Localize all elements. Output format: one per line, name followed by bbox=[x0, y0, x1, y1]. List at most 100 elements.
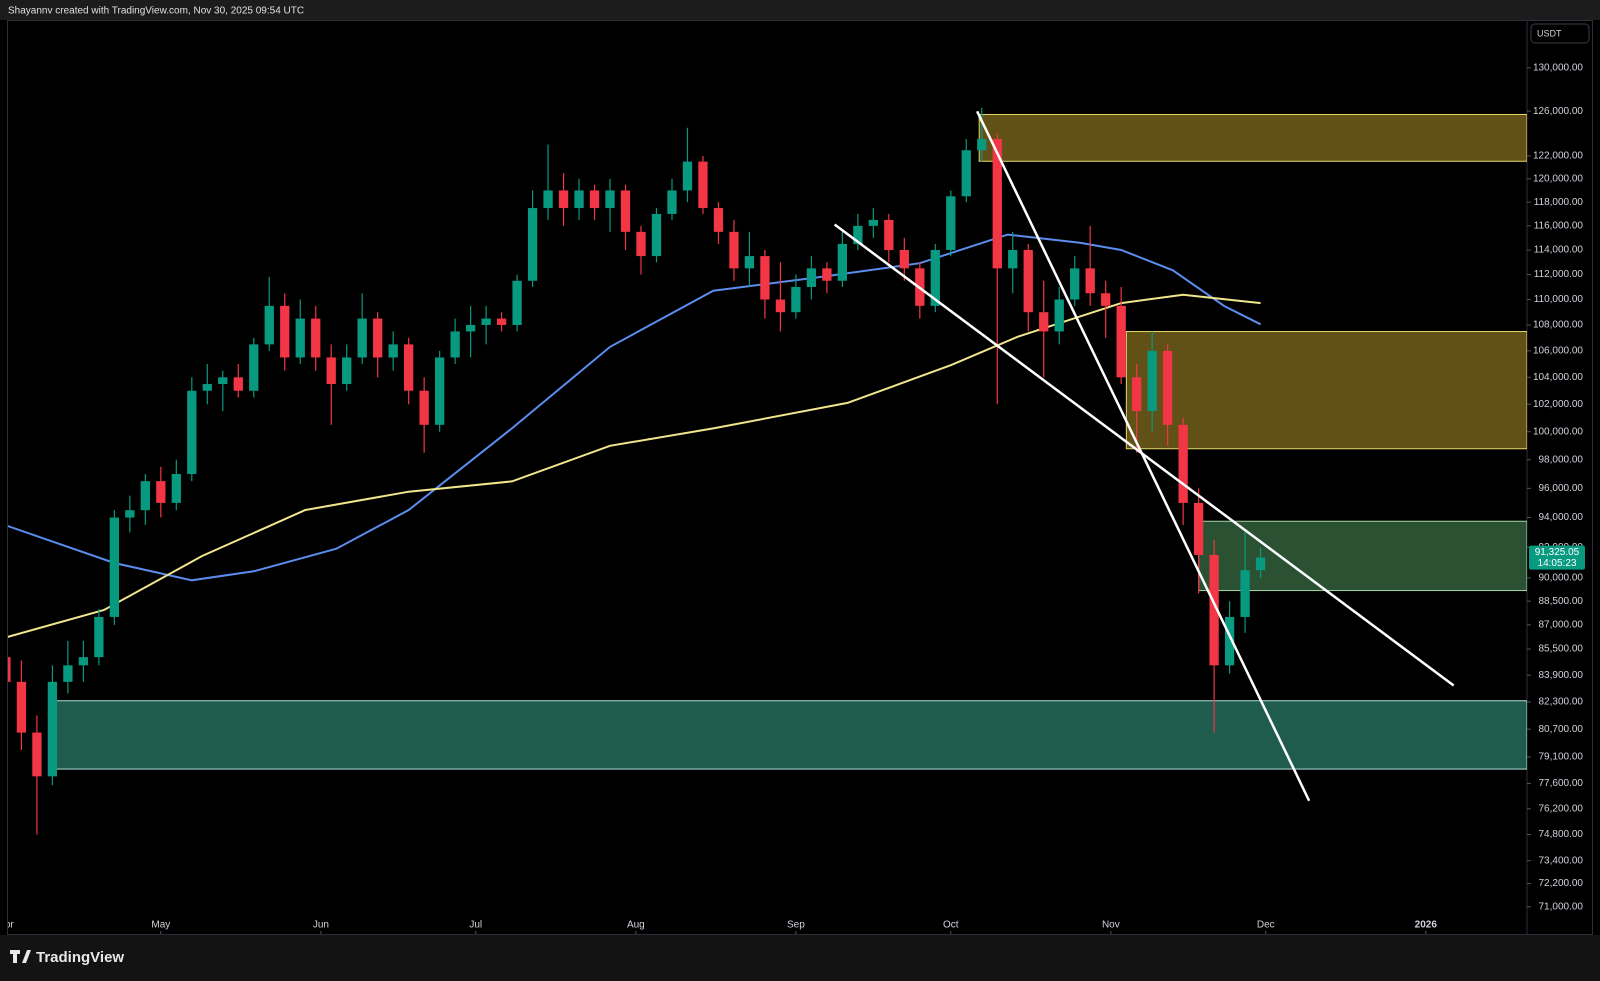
candle-body bbox=[434, 357, 445, 425]
y-tick-label: 106,000.00 bbox=[1533, 346, 1583, 357]
candle-body bbox=[16, 681, 27, 733]
brand-logo bbox=[10, 950, 31, 963]
y-axis: 130,000.00 126,000.00 122,000.00 120,000.00… bbox=[1527, 62, 1585, 912]
candle-body bbox=[63, 665, 73, 682]
candle-body bbox=[667, 190, 677, 214]
y-tick-label: 108,000.00 bbox=[1533, 320, 1583, 331]
candle-body bbox=[698, 161, 708, 209]
candle-body bbox=[1070, 268, 1080, 300]
candle-body bbox=[868, 219, 878, 226]
candle-body bbox=[233, 377, 243, 391]
brand-text: TradingView bbox=[36, 949, 124, 966]
candle-body bbox=[47, 681, 58, 777]
candle-body bbox=[558, 190, 569, 209]
currency-label: USDT bbox=[1537, 28, 1562, 38]
candle-body bbox=[1209, 554, 1219, 666]
x-tick-label: Jul bbox=[469, 920, 482, 931]
y-tick-label: 80,700.00 bbox=[1539, 724, 1584, 735]
candle-body bbox=[1162, 350, 1173, 425]
candle-body bbox=[264, 305, 274, 345]
candle-body bbox=[775, 299, 786, 313]
plot-area bbox=[8, 107, 1527, 835]
y-tick-label: 100,000.00 bbox=[1533, 426, 1583, 437]
y-tick-label: 83,900.00 bbox=[1539, 670, 1584, 681]
candle-body bbox=[1147, 350, 1157, 412]
x-tick-label: Apr bbox=[0, 920, 14, 931]
candle-body bbox=[822, 268, 832, 281]
candle-body bbox=[636, 231, 646, 257]
candle-body bbox=[543, 190, 553, 209]
candle-body bbox=[791, 286, 801, 313]
candle-body bbox=[605, 190, 615, 209]
y-tick-label: 74,800.00 bbox=[1539, 829, 1584, 840]
y-tick-label: 77,600.00 bbox=[1539, 778, 1584, 789]
y-tick-label: 82,300.00 bbox=[1539, 697, 1584, 708]
candle-body bbox=[992, 138, 1002, 269]
candle-body bbox=[326, 357, 336, 385]
y-tick-label: 130,000.00 bbox=[1533, 62, 1583, 73]
candle-body bbox=[589, 190, 600, 209]
x-tick-label: Jun bbox=[313, 920, 329, 931]
countdown-label: 14:05:23 bbox=[1538, 558, 1577, 569]
y-tick-label: 87,000.00 bbox=[1539, 620, 1584, 631]
candle-body bbox=[404, 344, 414, 391]
y-tick-label: 90,000.00 bbox=[1539, 573, 1584, 584]
candle-body bbox=[1224, 616, 1235, 666]
candle-body bbox=[32, 732, 42, 777]
candle-body bbox=[837, 243, 848, 281]
candle-body bbox=[930, 249, 940, 306]
y-tick-label: 94,000.00 bbox=[1539, 512, 1584, 523]
zone bbox=[978, 113, 1527, 162]
candle-body bbox=[1178, 424, 1188, 503]
candle-body bbox=[1132, 377, 1142, 412]
zone bbox=[1198, 520, 1527, 592]
candle-body bbox=[682, 161, 693, 191]
trendline bbox=[975, 110, 1311, 802]
y-tick-label: 76,200.00 bbox=[1539, 803, 1584, 814]
candle-body bbox=[1240, 570, 1250, 617]
candle-body bbox=[651, 213, 662, 257]
zone bbox=[1125, 331, 1527, 450]
candle-body bbox=[187, 390, 197, 474]
frame bbox=[7, 20, 1593, 935]
y-tick-label: 72,200.00 bbox=[1539, 878, 1584, 889]
last-price-box bbox=[1529, 545, 1585, 570]
candle-body bbox=[342, 357, 352, 385]
currency-button[interactable] bbox=[1530, 23, 1590, 44]
candle-body bbox=[280, 305, 290, 358]
candle-body bbox=[125, 510, 135, 518]
candle-body bbox=[202, 384, 212, 391]
candle-body bbox=[713, 208, 724, 232]
x-tick-label: Nov bbox=[1102, 920, 1120, 931]
candle-body bbox=[853, 225, 863, 244]
footer-bar bbox=[0, 935, 1600, 981]
y-tick-label: 79,100.00 bbox=[1539, 752, 1584, 763]
candle-body bbox=[806, 268, 817, 287]
candle-body bbox=[1085, 268, 1095, 294]
candle-body bbox=[156, 481, 166, 503]
candle-body bbox=[1116, 305, 1126, 378]
x-tick-label: 2026 bbox=[1415, 920, 1438, 931]
moving-average bbox=[8, 293, 1261, 638]
trendline bbox=[833, 223, 1455, 687]
y-tick-label: 96,000.00 bbox=[1539, 483, 1584, 494]
candle-body bbox=[527, 208, 538, 281]
moving-average bbox=[8, 233, 1262, 582]
zone bbox=[51, 700, 1527, 770]
candle-body bbox=[295, 318, 305, 358]
candle-body bbox=[884, 219, 894, 250]
candle-body bbox=[574, 190, 584, 209]
y-tick-label: 112,000.00 bbox=[1534, 269, 1584, 280]
candle-body bbox=[419, 390, 429, 425]
header-text: Shayannv created with TradingView.com, N… bbox=[8, 6, 304, 17]
x-tick-label: Oct bbox=[943, 920, 959, 931]
candle-body bbox=[8, 657, 11, 682]
x-tick-label: Sep bbox=[787, 920, 805, 931]
y-tick-label: 118,000.00 bbox=[1534, 197, 1584, 208]
y-tick-label: 114,000.00 bbox=[1534, 245, 1584, 256]
candle-body bbox=[218, 377, 228, 385]
x-axis: Apr May Jun Jul Aug Sep Oct Nov Dec 2026 bbox=[0, 920, 1438, 934]
candle-body bbox=[388, 344, 398, 358]
